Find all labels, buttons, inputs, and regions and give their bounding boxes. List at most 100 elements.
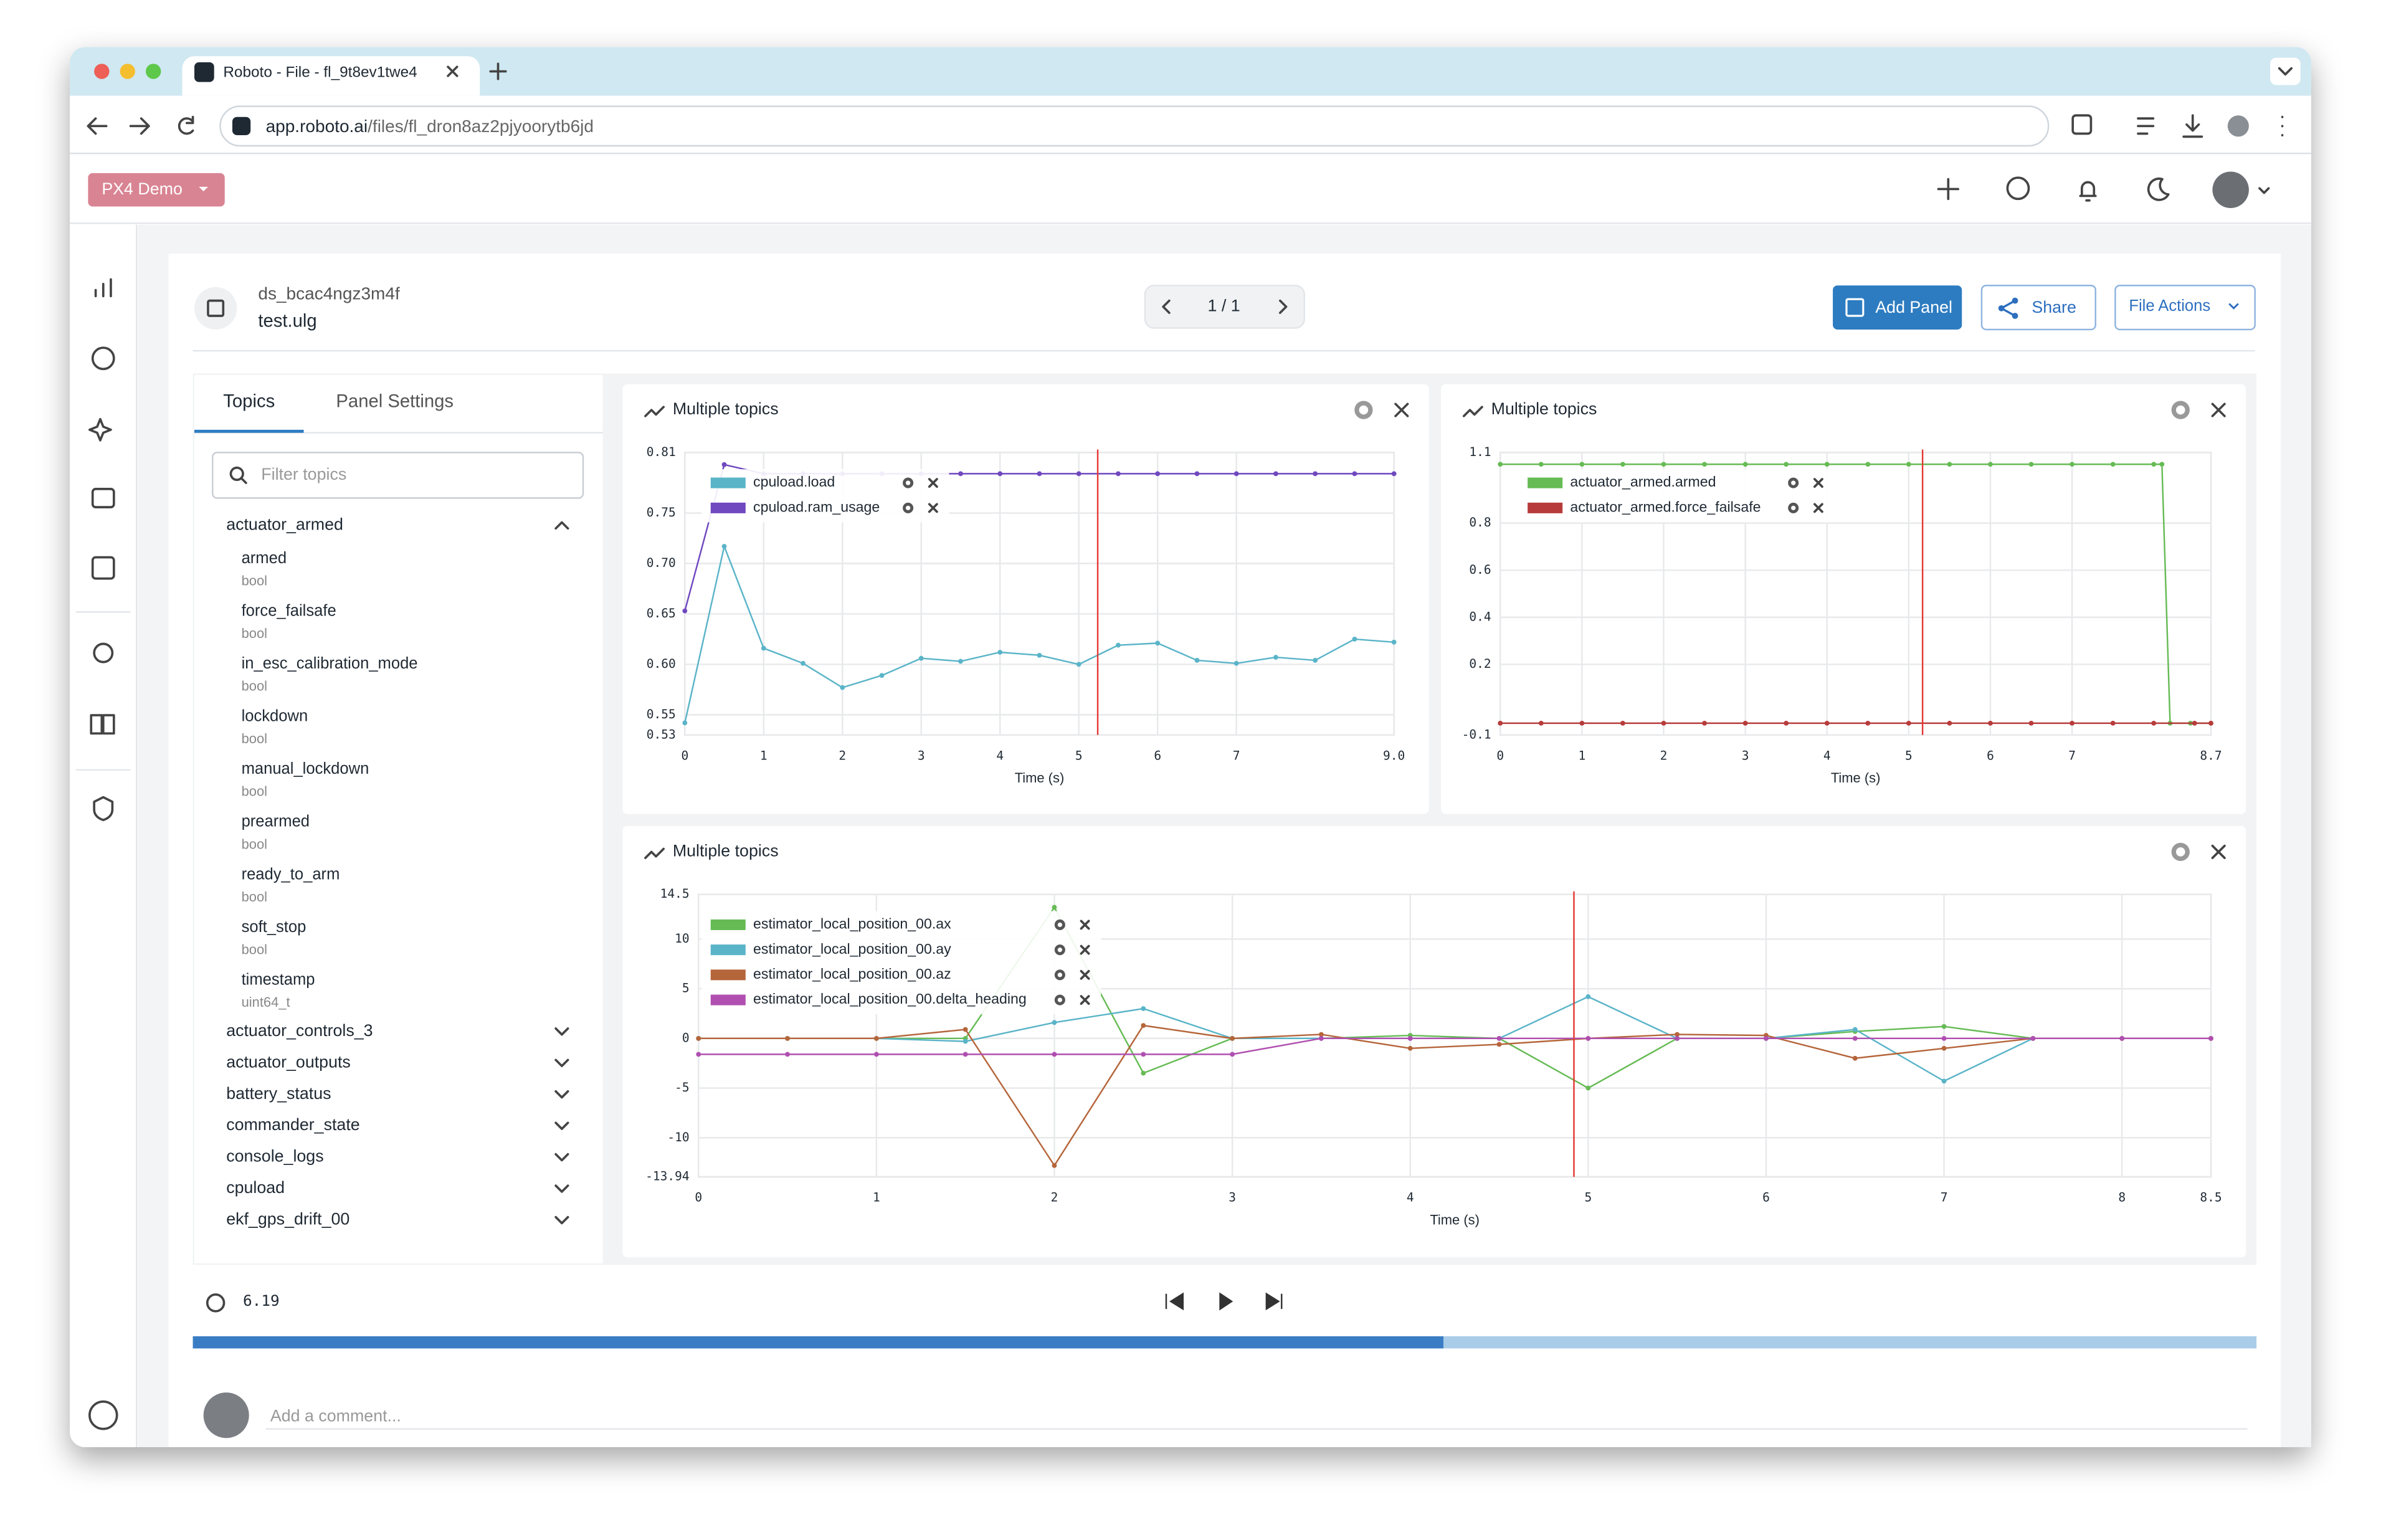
topic-name[interactable]: cpuload — [226, 1178, 285, 1197]
x-tick-label: 6 — [1762, 1191, 1770, 1205]
data-point — [2151, 721, 2156, 726]
field-name[interactable]: manual_lockdown — [242, 760, 369, 777]
data-point — [963, 1027, 968, 1032]
comment-avatar — [204, 1392, 249, 1438]
data-point — [1141, 1006, 1146, 1011]
file-actions-label: File Actions — [2129, 297, 2210, 315]
share-label: Share — [2032, 298, 2076, 316]
data-point — [1352, 637, 1357, 642]
data-point — [1498, 462, 1503, 467]
y-tick-label: 0.6 — [1469, 563, 1491, 577]
data-point — [1853, 1036, 1858, 1041]
field-name[interactable]: timestamp — [242, 971, 315, 988]
data-point — [1052, 1020, 1057, 1025]
data-point — [919, 656, 924, 661]
maximize-window[interactable] — [146, 64, 161, 78]
data-point — [1155, 641, 1160, 646]
field-name[interactable]: ready_to_arm — [242, 865, 340, 883]
tab-menu[interactable] — [2270, 58, 2301, 85]
topic-name[interactable]: battery_status — [226, 1084, 331, 1103]
data-point — [1661, 462, 1666, 467]
x-tick-label: 0 — [681, 748, 688, 763]
y-tick-label: 14.5 — [660, 886, 690, 901]
data-point — [1230, 1052, 1235, 1057]
data-point — [1392, 640, 1397, 645]
x-tick-label: 3 — [1742, 748, 1749, 763]
field-name[interactable]: soft_stop — [242, 918, 307, 936]
legend-swatch — [711, 920, 746, 930]
field-name[interactable]: force_failsafe — [242, 602, 336, 619]
legend-label: actuator_armed.armed — [1570, 473, 1716, 490]
field-name[interactable]: armed — [242, 549, 287, 567]
data-point — [2208, 721, 2213, 726]
y-tick-label: 0.65 — [647, 606, 676, 620]
data-point — [1784, 721, 1789, 726]
tab-panel-settings[interactable]: Panel Settings — [336, 392, 454, 412]
y-tick-label: -0.1 — [1462, 727, 1491, 741]
profile[interactable] — [2228, 115, 2249, 136]
x-axis-label: Time (s) — [1430, 1212, 1480, 1228]
data-point — [963, 1052, 968, 1057]
field-name[interactable]: lockdown — [242, 708, 308, 725]
x-tick-label: 5 — [1584, 1191, 1592, 1205]
data-point — [1585, 994, 1590, 999]
data-point — [1195, 658, 1200, 663]
data-point — [1313, 658, 1318, 663]
legend-swatch — [711, 969, 746, 980]
data-point — [2208, 1036, 2213, 1041]
data-point — [1825, 721, 1830, 726]
data-point — [1853, 1056, 1858, 1061]
y-tick-label: 0.81 — [647, 445, 676, 459]
topic-name[interactable]: console_logs — [226, 1147, 323, 1166]
field-type: bool — [242, 784, 267, 799]
tab-title: Roboto - File - fl_9t8ev1twe4 — [223, 64, 417, 80]
topic-name[interactable]: actuator_outputs — [226, 1052, 351, 1071]
user-avatar[interactable] — [2212, 171, 2249, 208]
topic-name[interactable]: actuator_armed — [226, 515, 343, 533]
comment-input[interactable]: Add a comment... — [270, 1406, 401, 1425]
x-axis-label: Time (s) — [1015, 770, 1065, 786]
field-type: bool — [242, 731, 267, 746]
data-point — [1234, 471, 1239, 476]
data-point — [1942, 1036, 1947, 1041]
data-point — [1947, 462, 1952, 467]
data-point — [1947, 721, 1952, 726]
topic-name[interactable]: ekf_gps_drift_00 — [226, 1210, 349, 1229]
legend-swatch — [711, 995, 746, 1005]
legend-label: estimator_local_position_00.delta_headin… — [753, 991, 1027, 1007]
legend-label: estimator_local_position_00.ay — [753, 941, 951, 957]
data-point — [1620, 462, 1625, 467]
playback-time: 6.19 — [243, 1291, 280, 1309]
data-point — [1076, 471, 1081, 476]
data-point — [2111, 721, 2116, 726]
x-tick-label: 7 — [2068, 748, 2076, 763]
legend-label: estimator_local_position_00.ax — [753, 916, 951, 932]
field-name[interactable]: prearmed — [242, 813, 310, 830]
data-point — [2111, 462, 2116, 467]
topic-name[interactable]: actuator_controls_3 — [226, 1021, 373, 1040]
legend-swatch — [711, 944, 746, 955]
url: app.roboto.ai/files/fl_dron8az2pjyoorytb… — [266, 116, 594, 136]
field-name[interactable]: in_esc_calibration_mode — [242, 655, 418, 672]
data-point — [1942, 1046, 1947, 1051]
data-point — [1585, 1036, 1590, 1041]
x-tick-label: 7 — [1233, 748, 1240, 763]
x-tick-label: 5 — [1905, 748, 1913, 763]
data-point — [1988, 721, 1993, 726]
data-point — [1195, 471, 1200, 476]
topic-name[interactable]: commander_state — [226, 1115, 359, 1134]
data-point — [1988, 462, 1993, 467]
panel-card — [622, 384, 1428, 814]
data-point — [2070, 721, 2074, 726]
tab-topics[interactable]: Topics — [223, 392, 275, 412]
field-type: bool — [242, 941, 267, 957]
close-window[interactable] — [94, 64, 109, 78]
data-point — [1234, 661, 1239, 666]
minimize-window[interactable] — [120, 64, 135, 78]
data-point — [1408, 1036, 1413, 1041]
data-point — [1579, 721, 1584, 726]
y-tick-label: 1.1 — [1469, 445, 1491, 459]
panel-title: Multiple topics — [1491, 399, 1597, 418]
y-tick-label: 0.8 — [1469, 515, 1491, 530]
data-point — [722, 462, 727, 467]
